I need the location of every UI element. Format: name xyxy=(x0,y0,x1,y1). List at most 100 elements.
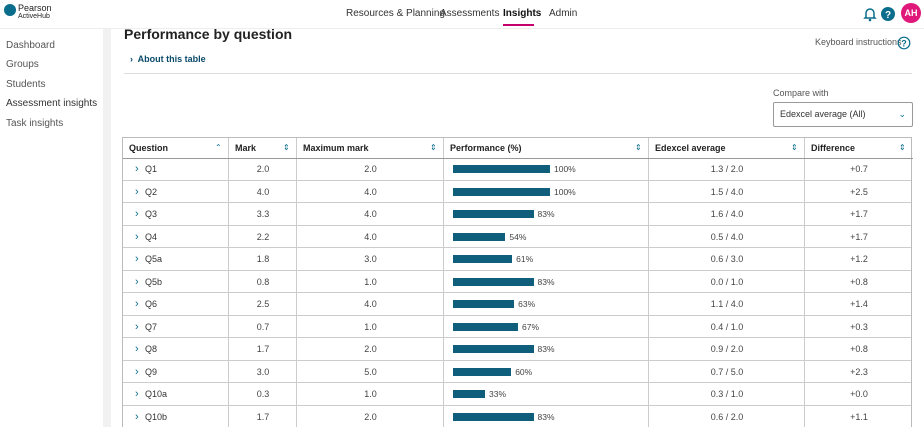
table-row: › Q5a 1.8 3.0 61% 0.6 / 3.0 +1.2 xyxy=(123,248,911,271)
avatar[interactable]: AH xyxy=(901,3,921,23)
column-header[interactable]: Mark xyxy=(235,143,257,153)
expand-icon[interactable]: › xyxy=(135,298,139,310)
question-cell[interactable]: Q6 xyxy=(145,299,158,309)
table: Question ⌃ Mark ⇕ Maximum mark ⇕ Performance (… xyxy=(122,137,913,427)
column-header[interactable]: Performance (%) xyxy=(450,143,522,153)
sidebar-link[interactable]: Students xyxy=(6,79,46,90)
table-row: › Q10a 0.3 1.0 33% 0.3 / 1.0 +0.0 xyxy=(123,383,911,406)
difference-cell: +0.8 xyxy=(850,276,868,287)
performance-label: 54% xyxy=(509,231,527,242)
keyboard-link[interactable]: Keyboard instructions xyxy=(815,37,902,47)
max-mark-cell: 1.0 xyxy=(364,276,377,287)
expand-icon[interactable]: › xyxy=(135,275,139,288)
nav-item[interactable]: Admin xyxy=(549,8,578,19)
select-arrow: ⌄ xyxy=(898,109,906,119)
mark-cell: 1.7 xyxy=(256,411,270,422)
nav-item[interactable]: Resources & Planning xyxy=(346,8,445,19)
performance-bar xyxy=(453,367,512,376)
nav-item-active[interactable]: Insights xyxy=(503,8,542,19)
expand-icon[interactable]: › xyxy=(135,410,139,423)
question-cell[interactable]: Q9 xyxy=(145,366,158,377)
question-cell[interactable]: Q10b xyxy=(145,411,168,422)
column-divider xyxy=(296,138,297,427)
performance-bar xyxy=(453,300,515,308)
sidebar-link[interactable]: Groups xyxy=(6,59,39,70)
performance-bar xyxy=(453,165,550,173)
average-cell: 0.7 / 5.0 xyxy=(710,366,744,377)
table-row: › Q6 2.5 4.0 63% 1.1 / 4.0 +1.4 xyxy=(123,293,911,316)
question-cell[interactable]: Q1 xyxy=(145,164,158,174)
section-divider xyxy=(124,73,912,74)
sort-icon[interactable]: ⇕ xyxy=(899,143,906,152)
performance-label: 100% xyxy=(554,164,576,174)
sort-icon[interactable]: ⇕ xyxy=(635,143,642,152)
table-row: › Q10b 1.7 2.0 83% 0.6 / 2.0 +1.1 xyxy=(123,406,911,427)
question-cell[interactable]: Q5a xyxy=(145,254,163,264)
keyboard-help-icon[interactable]: ? xyxy=(897,36,911,50)
question-cell[interactable]: Q5b xyxy=(145,276,163,287)
column-header[interactable]: Edexcel average xyxy=(655,143,726,153)
question-cell[interactable]: Q2 xyxy=(145,186,158,197)
difference-cell: +1.2 xyxy=(850,254,868,264)
about-toggle[interactable]: › About this table xyxy=(130,54,206,64)
average-cell: 0.6 / 3.0 xyxy=(710,254,744,264)
max-mark-cell: 4.0 xyxy=(364,186,377,197)
column-divider xyxy=(648,138,649,427)
compare-select[interactable]: Edexcel average (All) ⌄ xyxy=(773,102,913,127)
question-cell[interactable]: Q3 xyxy=(145,209,158,219)
sort-icon[interactable]: ⇕ xyxy=(430,143,437,152)
question-cell[interactable]: Q4 xyxy=(145,231,158,242)
help-icon[interactable]: ? xyxy=(880,6,896,22)
expand-icon[interactable]: › xyxy=(135,365,139,378)
expand-icon[interactable]: › xyxy=(135,163,139,175)
page-title: Performance by question xyxy=(124,26,293,42)
column-header[interactable]: Maximum mark xyxy=(303,143,369,153)
column-header[interactable]: Difference xyxy=(811,143,856,153)
mark-cell: 2.5 xyxy=(256,299,270,309)
about-text: About this table xyxy=(137,54,206,64)
average-cell: 0.3 / 1.0 xyxy=(710,389,744,399)
expand-icon[interactable]: › xyxy=(135,230,139,243)
logo-icon xyxy=(4,4,16,16)
column-divider xyxy=(228,138,229,427)
question-cell[interactable]: Q10a xyxy=(145,389,168,399)
difference-cell: +1.4 xyxy=(850,299,868,309)
performance-bar xyxy=(453,210,534,218)
column-header[interactable]: Question xyxy=(129,143,169,153)
performance-label: 83% xyxy=(537,411,555,422)
average-cell: 1.5 / 4.0 xyxy=(710,186,744,197)
performance-label: 63% xyxy=(518,299,536,309)
expand-icon[interactable]: › xyxy=(135,388,139,400)
sidebar-link[interactable]: Task insights xyxy=(6,118,64,129)
max-mark-cell: 2.0 xyxy=(364,164,377,174)
expand-icon[interactable]: › xyxy=(135,208,139,220)
performance-bar xyxy=(453,187,550,196)
question-cell[interactable]: Q7 xyxy=(145,321,158,332)
expand-icon[interactable]: › xyxy=(135,343,139,355)
bell-icon[interactable] xyxy=(862,6,878,22)
sidebar-link[interactable]: Dashboard xyxy=(6,40,55,51)
table-row: › Q8 1.7 2.0 83% 0.9 / 2.0 +0.8 xyxy=(123,338,911,361)
nav-item[interactable]: Assessments xyxy=(440,8,500,19)
expand-icon[interactable]: › xyxy=(135,253,139,265)
performance-bar xyxy=(453,345,534,353)
average-cell: 0.4 / 1.0 xyxy=(710,321,744,332)
sort-icon[interactable]: ⇕ xyxy=(791,143,798,152)
sidebar-link-active[interactable]: Assessment insights xyxy=(6,98,98,109)
expand-icon[interactable]: › xyxy=(135,185,139,198)
average-cell: 0.9 / 2.0 xyxy=(710,344,744,354)
max-mark-cell: 2.0 xyxy=(364,344,377,354)
performance-label: 100% xyxy=(554,186,576,197)
max-mark-cell: 4.0 xyxy=(364,299,377,309)
performance-bar xyxy=(453,322,518,331)
performance-bar xyxy=(453,277,534,286)
mark-cell: 0.3 xyxy=(256,389,270,399)
expand-icon[interactable]: › xyxy=(135,320,139,333)
sort-icon[interactable]: ⇕ xyxy=(283,143,290,152)
table-row: › Q9 3.0 5.0 60% 0.7 / 5.0 +2.3 xyxy=(123,361,911,383)
table-row: › Q5b 0.8 1.0 83% 0.0 / 1.0 +0.8 xyxy=(123,271,911,293)
performance-bar xyxy=(453,232,506,241)
question-cell[interactable]: Q8 xyxy=(145,344,158,354)
sort-icon[interactable]: ⌃ xyxy=(215,143,222,152)
